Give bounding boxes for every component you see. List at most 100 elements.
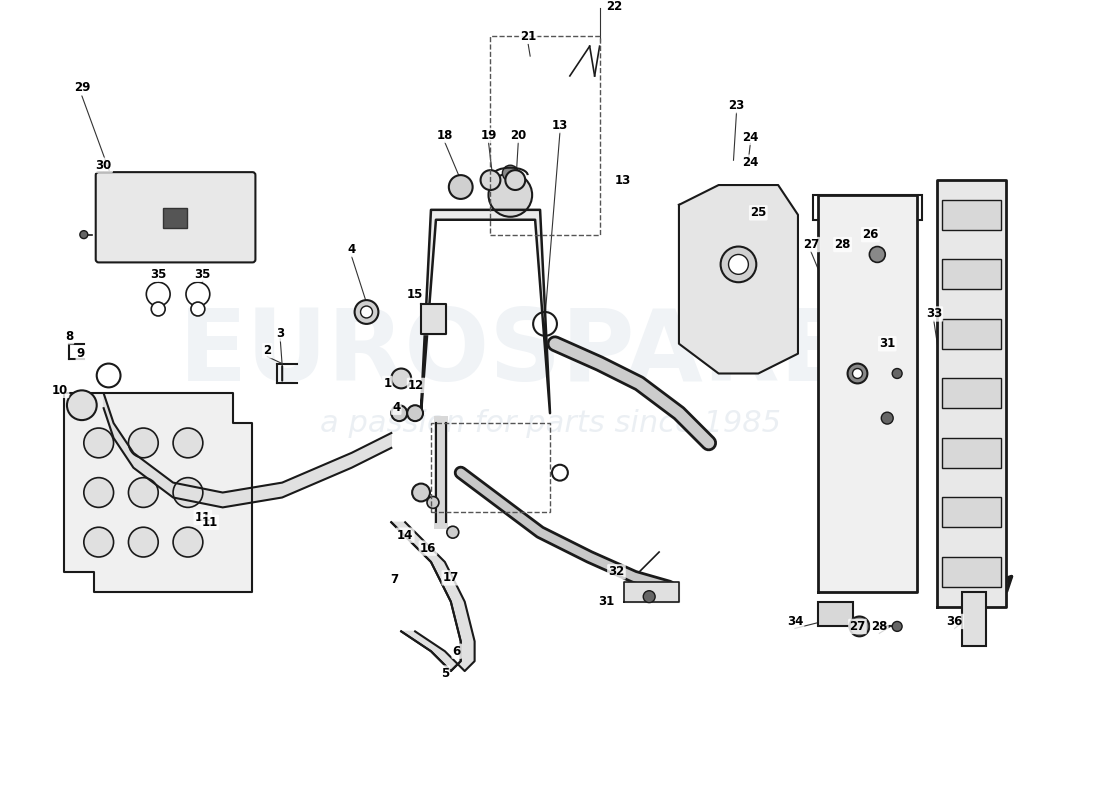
Text: a passion for parts since 1985: a passion for parts since 1985 xyxy=(319,409,781,438)
Circle shape xyxy=(449,175,473,199)
Bar xyxy=(813,195,922,220)
Text: 24: 24 xyxy=(742,131,759,144)
Circle shape xyxy=(447,526,459,538)
Text: 9: 9 xyxy=(77,347,85,360)
Text: 2: 2 xyxy=(263,344,272,357)
Text: 8: 8 xyxy=(65,330,73,343)
Bar xyxy=(942,319,1001,349)
Bar xyxy=(942,259,1001,289)
Circle shape xyxy=(173,478,202,507)
Text: 33: 33 xyxy=(926,307,942,321)
Text: 31: 31 xyxy=(598,595,615,608)
Text: 27: 27 xyxy=(849,620,866,633)
Text: 7: 7 xyxy=(390,574,398,586)
Circle shape xyxy=(412,483,430,502)
Text: 35: 35 xyxy=(150,268,166,281)
Polygon shape xyxy=(679,185,798,374)
Circle shape xyxy=(427,497,439,508)
Circle shape xyxy=(892,622,902,631)
Text: 12: 12 xyxy=(408,379,425,392)
Circle shape xyxy=(503,166,518,181)
Text: 3: 3 xyxy=(276,327,284,340)
Polygon shape xyxy=(421,304,446,334)
Bar xyxy=(491,36,600,234)
Text: 27: 27 xyxy=(803,238,820,251)
Circle shape xyxy=(152,302,165,316)
Text: 1: 1 xyxy=(383,377,392,390)
Circle shape xyxy=(505,170,525,190)
Circle shape xyxy=(84,527,113,557)
Text: 11: 11 xyxy=(201,516,218,529)
Circle shape xyxy=(849,617,869,636)
Text: 22: 22 xyxy=(606,0,623,13)
Circle shape xyxy=(191,302,205,316)
Circle shape xyxy=(552,465,568,481)
Text: 24: 24 xyxy=(742,156,759,169)
Circle shape xyxy=(852,369,862,378)
Text: 25: 25 xyxy=(750,206,767,219)
Text: 13: 13 xyxy=(614,174,630,186)
Text: 23: 23 xyxy=(728,99,745,112)
Text: 19: 19 xyxy=(481,129,497,142)
Circle shape xyxy=(102,239,119,255)
Polygon shape xyxy=(103,394,392,507)
Circle shape xyxy=(232,179,249,195)
Text: 30: 30 xyxy=(96,158,112,172)
Text: 31: 31 xyxy=(879,338,895,350)
Text: 28: 28 xyxy=(871,620,888,633)
Circle shape xyxy=(361,306,373,318)
Text: 10: 10 xyxy=(52,384,68,397)
Circle shape xyxy=(186,282,210,306)
Bar xyxy=(961,592,987,646)
Circle shape xyxy=(869,246,886,262)
Text: 34: 34 xyxy=(786,615,803,628)
Text: 28: 28 xyxy=(835,238,850,251)
Circle shape xyxy=(488,173,532,217)
Polygon shape xyxy=(392,522,474,671)
Circle shape xyxy=(720,246,757,282)
Polygon shape xyxy=(937,180,1006,606)
Circle shape xyxy=(129,428,158,458)
Bar xyxy=(163,208,187,228)
Circle shape xyxy=(84,478,113,507)
Text: 16: 16 xyxy=(420,542,437,554)
Circle shape xyxy=(146,282,170,306)
Bar xyxy=(942,378,1001,408)
Text: 13: 13 xyxy=(552,119,568,132)
Text: 5: 5 xyxy=(441,666,449,679)
Text: 4: 4 xyxy=(392,401,400,414)
Circle shape xyxy=(84,428,113,458)
Text: 32: 32 xyxy=(608,566,625,578)
Text: 11: 11 xyxy=(195,511,211,524)
Text: 35: 35 xyxy=(195,268,211,281)
Circle shape xyxy=(232,239,249,255)
Text: 4: 4 xyxy=(348,243,355,256)
Bar xyxy=(817,602,852,626)
Text: 36: 36 xyxy=(946,615,962,628)
Bar xyxy=(431,423,550,512)
Circle shape xyxy=(644,590,656,602)
Polygon shape xyxy=(625,582,679,602)
Circle shape xyxy=(534,312,557,336)
Circle shape xyxy=(80,230,88,238)
Text: 15: 15 xyxy=(407,288,424,301)
Text: EUROSPARES: EUROSPARES xyxy=(179,305,921,402)
Circle shape xyxy=(892,369,902,378)
Circle shape xyxy=(173,527,202,557)
Text: 20: 20 xyxy=(510,129,527,142)
Bar xyxy=(942,498,1001,527)
Circle shape xyxy=(392,406,407,421)
Circle shape xyxy=(354,300,378,324)
Text: 29: 29 xyxy=(74,82,90,94)
Circle shape xyxy=(848,363,868,383)
Circle shape xyxy=(481,170,500,190)
Bar xyxy=(942,557,1001,586)
Circle shape xyxy=(173,428,202,458)
Bar xyxy=(942,200,1001,230)
Circle shape xyxy=(129,527,158,557)
Text: 18: 18 xyxy=(437,129,453,142)
Circle shape xyxy=(392,369,411,388)
Text: 14: 14 xyxy=(397,529,414,542)
Polygon shape xyxy=(421,210,550,413)
Polygon shape xyxy=(817,195,917,592)
